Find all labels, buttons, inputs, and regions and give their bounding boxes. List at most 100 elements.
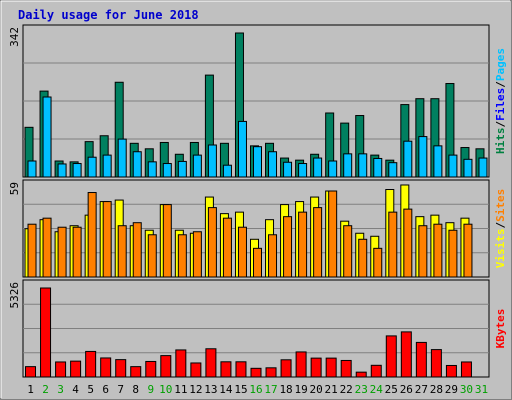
legend-entry-kbytes: KBytes [494, 309, 507, 349]
day-label-20: 20 [310, 383, 323, 396]
bar-sites-day-15 [237, 226, 247, 278]
bar-sites-day-23 [358, 238, 368, 278]
day-label-3: 3 [57, 383, 64, 396]
bar-sites-day-4 [72, 226, 82, 278]
bar-files-day-19 [298, 163, 308, 178]
bar-files-day-14 [222, 164, 232, 178]
bar-sites-day-5 [87, 192, 97, 278]
day-label-22: 22 [340, 383, 353, 396]
bar-files-day-8 [132, 151, 142, 178]
bar-kbytes-day-24 [370, 364, 382, 378]
day-label-21: 21 [325, 383, 338, 396]
legend-entry-separator: / [494, 222, 507, 229]
panel-kbytes-ymax-label: 5326 [8, 282, 21, 309]
bar-kbytes-day-11 [175, 349, 187, 378]
day-label-24: 24 [370, 383, 384, 396]
panel-kbytes-legend: KBytes [494, 309, 507, 349]
bar-sites-day-30 [463, 223, 473, 278]
bar-kbytes-day-12 [190, 362, 202, 378]
day-label-11: 11 [174, 383, 187, 396]
bar-sites-day-17 [268, 234, 278, 278]
bar-kbytes-day-26 [400, 331, 412, 378]
bar-files-day-29 [448, 154, 458, 178]
day-label-19: 19 [294, 383, 307, 396]
panel-hits-files-pages-legend: Hits/Files/Pages [494, 48, 507, 154]
day-label-17: 17 [264, 383, 277, 396]
bar-sites-day-28 [433, 223, 443, 278]
panel-hits-files-pages-ymax-label: 342 [8, 27, 21, 47]
bar-files-day-3 [57, 163, 67, 178]
bar-sites-day-22 [343, 225, 353, 278]
day-label-8: 8 [132, 383, 139, 396]
day-label-7: 7 [117, 383, 124, 396]
bar-files-day-20 [313, 157, 323, 178]
panel-visits-sites-ymax-label: 59 [8, 182, 21, 195]
bar-sites-day-6 [102, 201, 112, 278]
bar-sites-day-7 [117, 225, 127, 278]
bar-files-day-9 [147, 161, 157, 178]
bar-files-day-16 [253, 146, 262, 178]
legend-entry-pages: Pages [494, 48, 507, 81]
bar-kbytes-day-5 [85, 350, 97, 378]
legend-entry-sites: Sites [494, 189, 507, 222]
bar-files-day-13 [207, 144, 217, 178]
bar-files-day-30 [463, 158, 473, 178]
bar-sites-day-3 [57, 226, 67, 278]
bar-files-day-27 [418, 136, 428, 178]
day-label-13: 13 [204, 383, 217, 396]
bar-sites-day-1 [27, 223, 37, 278]
bar-kbytes-day-7 [115, 359, 127, 378]
legend-entry-hits: Hits [494, 128, 507, 155]
bar-sites-day-2 [42, 217, 52, 278]
bar-kbytes-day-20 [310, 357, 322, 378]
bar-kbytes-day-10 [160, 355, 172, 378]
bar-kbytes-day-13 [205, 348, 217, 378]
bar-files-day-11 [177, 160, 187, 178]
bar-kbytes-day-27 [415, 341, 427, 378]
bar-sites-day-16 [253, 247, 262, 278]
bar-sites-day-26 [403, 208, 413, 278]
bar-sites-day-10 [162, 204, 172, 278]
legend-entry-separator: / [494, 121, 507, 128]
day-label-29: 29 [445, 383, 458, 396]
day-label-9: 9 [147, 383, 154, 396]
bar-kbytes-day-25 [385, 335, 397, 378]
bar-files-day-17 [268, 151, 278, 178]
bar-sites-day-13 [207, 207, 217, 278]
panel-visits-sites-legend: Visits/Sites [494, 189, 507, 269]
day-label-31: 31 [475, 383, 488, 396]
bar-kbytes-day-21 [325, 357, 337, 378]
bar-kbytes-day-2 [40, 287, 52, 378]
day-label-30: 30 [460, 383, 473, 396]
bar-kbytes-day-29 [445, 364, 457, 378]
bar-sites-day-24 [373, 247, 383, 278]
bar-files-day-24 [373, 157, 383, 178]
bar-sites-day-21 [328, 190, 338, 278]
bar-kbytes-day-19 [295, 351, 307, 378]
day-label-23: 23 [355, 383, 368, 396]
bar-kbytes-day-18 [280, 359, 292, 378]
bar-kbytes-day-28 [430, 349, 442, 378]
day-label-6: 6 [102, 383, 109, 396]
bar-files-day-31 [478, 157, 488, 178]
day-label-12: 12 [189, 383, 202, 396]
bar-sites-day-20 [313, 207, 323, 278]
day-label-15: 15 [234, 383, 247, 396]
bar-sites-day-19 [298, 211, 308, 278]
day-label-5: 5 [87, 383, 94, 396]
bar-files-day-22 [343, 153, 353, 178]
bar-files-day-21 [328, 160, 338, 178]
bar-sites-day-29 [448, 229, 458, 278]
bar-files-day-25 [388, 162, 398, 178]
bar-files-day-5 [87, 156, 97, 178]
bar-sites-day-18 [283, 216, 293, 278]
bar-files-day-4 [72, 163, 82, 178]
bar-files-day-10 [162, 163, 172, 178]
legend-entry-separator: / [494, 81, 507, 88]
bar-kbytes-day-15 [235, 361, 247, 378]
bar-kbytes-day-9 [145, 360, 157, 378]
bar-kbytes-day-22 [340, 359, 352, 378]
bar-kbytes-day-4 [70, 360, 82, 378]
bar-kbytes-day-3 [55, 361, 67, 378]
bar-kbytes-day-14 [220, 361, 232, 378]
